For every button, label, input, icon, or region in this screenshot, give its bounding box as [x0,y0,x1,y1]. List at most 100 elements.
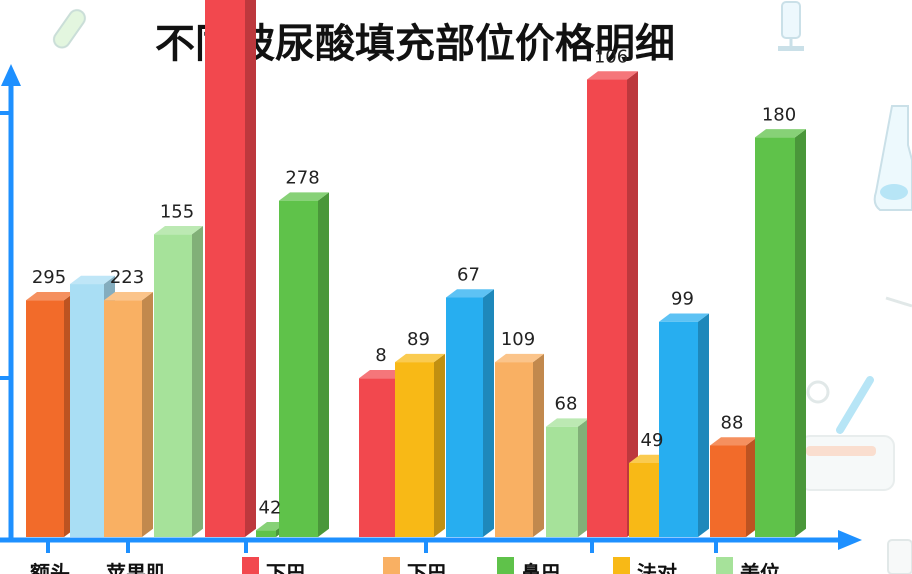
dropper-icon [778,1,804,51]
bar-front-face [587,79,627,537]
bar [154,226,203,538]
legend-label: 法对 [637,561,677,574]
legend-label: 额头 [30,561,70,574]
bar [710,437,757,537]
bar-front-face [446,297,483,537]
bar-front-face [154,234,192,538]
bar [205,0,256,537]
data-label: 99 [671,289,694,310]
bar-side-face [746,437,757,537]
bar [755,129,806,537]
bar-top-face [104,291,153,301]
bar [395,353,445,537]
bar [546,418,589,537]
bar [26,291,75,537]
data-label: 68 [555,394,578,415]
tube-rack-icon [885,296,912,574]
bar-front-face [359,378,395,537]
data-label: 49 [641,430,664,451]
bar-top-face [710,437,757,446]
data-label: 88 [721,413,744,434]
legend-item: 下巴 [242,557,306,574]
data-label: 109 [501,329,535,350]
bar [104,291,153,537]
data-label: 106 [594,47,628,68]
data-label: 155 [160,201,194,222]
bar-top-face [154,226,203,235]
y-axis [0,64,21,540]
bar [587,71,638,537]
bar-front-face [710,445,746,537]
flask-icon [873,105,912,211]
microscope-tray-icon [799,376,895,491]
legend: 额头 苹果肌 下巴 下巴 鼻巴 法对 美位 [30,557,780,574]
bar-front-face [659,321,698,537]
legend-label: 苹果肌 [106,561,166,574]
bar-top-face [26,291,75,301]
x-axis [0,530,862,553]
bar-side-face [578,418,589,537]
data-label: 295 [32,267,66,288]
legend-label: 鼻巴 [521,561,561,574]
bar [659,313,709,537]
legend-label: 美位 [740,561,780,574]
legend-swatch [716,557,733,574]
legend-swatch [383,557,400,574]
legend-label: 下巴 [266,561,306,574]
bar-top-face [359,369,406,379]
data-label: 223 [110,267,144,288]
bar-top-face [659,313,709,322]
bar-side-face [192,226,203,538]
bar-side-face [627,71,638,537]
bar-side-face [698,313,709,537]
bar-top-face [495,353,544,363]
data-label: 42 [259,497,282,518]
bar-top-face [755,129,806,138]
bar-front-face [395,362,434,537]
data-label: 180 [762,104,796,125]
legend-swatch [613,557,630,574]
bar [446,289,494,537]
data-label: 8 [375,345,386,366]
bar-side-face [795,129,806,537]
bar-top-face [70,275,115,285]
bar-side-face [142,291,153,537]
legend-item: 苹果肌 [106,561,166,574]
legend-swatch [242,557,259,574]
bar-top-face [446,289,494,298]
bar-front-face [495,362,533,537]
bar-top-face [546,418,589,427]
bar-side-face [533,353,544,537]
bar-front-face [26,300,64,537]
bar-front-face [70,284,104,537]
bar-top-face [395,353,445,363]
legend-item: 下巴 [383,557,447,574]
data-labels: 295223155236422788896710968106499988180 [32,47,796,519]
bar-side-face [483,289,494,537]
bars [26,0,806,538]
data-label: 67 [457,265,480,286]
bar-front-face [546,426,578,537]
bar-top-face [279,192,329,201]
bar-front-face [755,137,795,537]
bar-front-face [104,300,142,537]
data-label: 89 [407,329,430,350]
bar [495,353,544,537]
legend-label: 下巴 [407,561,447,574]
legend-item: 法对 [613,557,677,574]
bar [279,192,329,538]
bar-front-face [279,200,318,538]
bar-side-face [318,192,329,538]
legend-item: 鼻巴 [497,557,561,574]
bar-side-face [245,0,256,537]
bar-side-face [434,353,445,537]
legend-item: 额头 [30,561,70,574]
bar-front-face [256,530,276,537]
bar-top-face [587,71,638,80]
legend-swatch [497,557,514,574]
test-tube-icon [52,9,86,49]
data-label: 278 [285,168,319,189]
legend-item: 美位 [716,557,780,574]
bar-front-face [205,0,245,537]
